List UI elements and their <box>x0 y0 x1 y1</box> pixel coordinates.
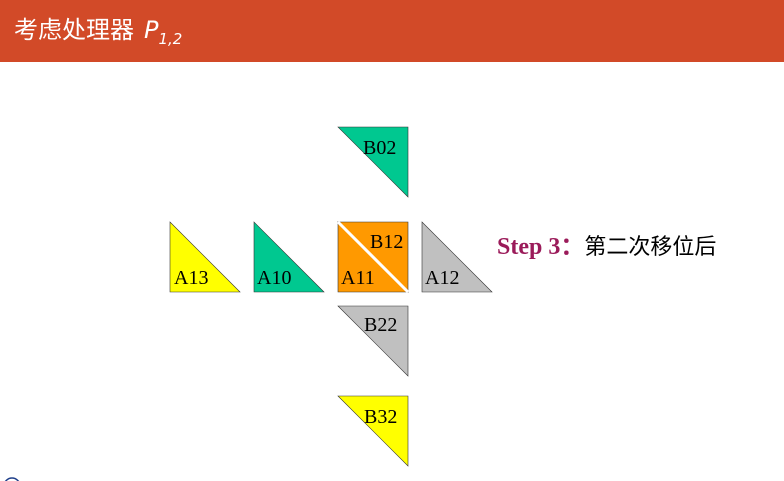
a12-triangle <box>421 221 493 293</box>
step-label: Step 3： <box>497 234 585 260</box>
b22-triangle <box>337 305 409 377</box>
block-a10: A10 <box>253 221 325 293</box>
b12-label: B12 <box>370 231 403 253</box>
block-a11-b12: B12 A11 <box>336 220 410 294</box>
b22-label: B22 <box>364 314 397 336</box>
b32-triangle <box>337 395 409 467</box>
block-a12: A12 <box>421 221 493 293</box>
a10-label: A10 <box>257 267 291 289</box>
diagonal-divider <box>336 220 410 294</box>
b02-triangle <box>337 126 409 198</box>
block-b02: B02 <box>337 126 409 198</box>
b02-label: B02 <box>363 137 396 159</box>
footer-logo <box>2 471 112 481</box>
title-text: 考虑处理器 <box>14 16 134 44</box>
a11-label: A11 <box>341 267 375 289</box>
a10-triangle <box>253 221 325 293</box>
university-logo-icon <box>4 477 20 481</box>
block-b32: B32 <box>337 395 409 467</box>
block-b22: B22 <box>337 305 409 377</box>
slide-title: 考虑处理器 P1,2 <box>14 10 182 48</box>
block-a13: A13 <box>169 221 241 293</box>
step-caption: Step 3：第二次移位后 <box>497 226 716 261</box>
processor-letter: P <box>144 16 159 44</box>
title-bar: 考虑处理器 P1,2 <box>0 0 784 62</box>
b32-label: B32 <box>364 406 397 428</box>
step-text: 第二次移位后 <box>584 235 717 260</box>
a13-triangle <box>169 221 241 293</box>
processor-subscript: 1,2 <box>158 29 183 48</box>
a12-label: A12 <box>425 267 459 289</box>
a13-label: A13 <box>174 267 208 289</box>
processor-symbol: P1,2 <box>144 16 182 48</box>
